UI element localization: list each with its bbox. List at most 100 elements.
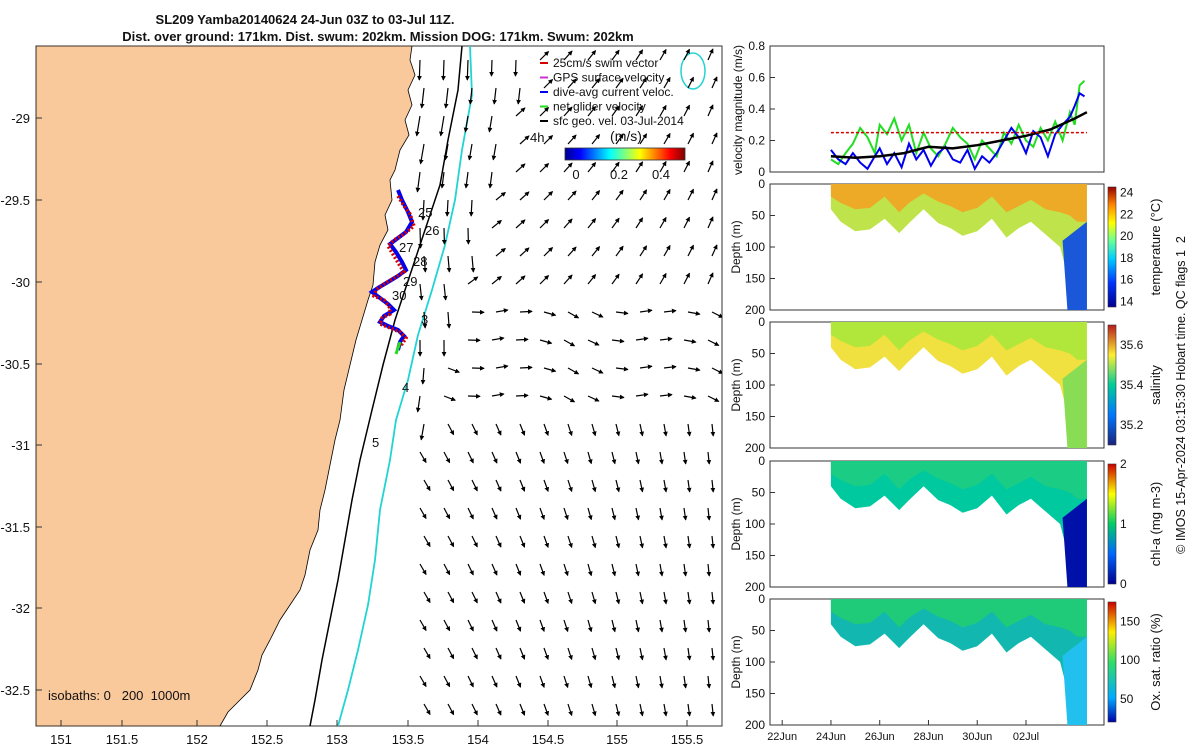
current-vector — [611, 451, 617, 465]
depth-tick-label: 200 — [745, 580, 765, 594]
current-vector — [495, 479, 502, 492]
current-vector — [539, 395, 553, 401]
map-y-tick-label: -30 — [11, 275, 30, 290]
current-vector — [591, 479, 597, 493]
current-vector — [711, 76, 718, 89]
current-vector — [587, 218, 597, 229]
current-vector — [495, 423, 502, 436]
depth-tick-label: 200 — [745, 718, 765, 732]
current-vector — [706, 451, 712, 465]
glider-track — [368, 189, 417, 355]
current-vector — [443, 143, 449, 161]
current-vector — [563, 395, 576, 403]
current-vector — [615, 245, 624, 257]
current-vector — [463, 115, 469, 133]
current-vector — [543, 246, 554, 257]
current-vector — [635, 161, 644, 173]
current-vector — [495, 591, 502, 604]
colorbar-tick-label: 14 — [1120, 295, 1134, 309]
current-vector — [563, 106, 573, 117]
time-tick-label: 28Jun — [913, 731, 943, 743]
time-tick-label: 22Jun — [767, 731, 797, 743]
current-vector — [447, 423, 455, 436]
current-vector — [543, 479, 549, 493]
current-vector — [539, 162, 550, 173]
current-vector — [563, 162, 573, 173]
current-vector — [663, 535, 668, 549]
current-vector — [707, 272, 714, 285]
current-vector — [707, 339, 720, 346]
current-vector — [687, 311, 701, 316]
eddy-contour — [680, 52, 706, 90]
current-vector — [736, 704, 737, 716]
section-surface-layer — [830, 461, 1087, 499]
current-vector — [515, 163, 526, 173]
current-vector — [539, 619, 545, 633]
map-x-tick-label: 153.5 — [392, 732, 425, 747]
legend-label: net glider velocity — [553, 100, 646, 114]
current-vector — [659, 392, 673, 398]
legend-label: sfc geo. vel. 03-Jul-2014 — [553, 114, 684, 128]
current-vector — [711, 188, 718, 201]
current-vector — [710, 535, 716, 549]
current-vector — [519, 191, 530, 201]
current-vector — [611, 161, 620, 173]
current-vector — [447, 479, 455, 492]
current-vector — [711, 132, 718, 145]
section-deep-water — [1062, 498, 1087, 587]
map-x-tick-label: 154.5 — [532, 732, 565, 747]
colorbar-tick-label: 35.4 — [1120, 378, 1144, 392]
current-vector — [420, 199, 426, 221]
current-vector — [659, 272, 667, 285]
depth-tick-label: 0 — [758, 592, 765, 606]
current-vector — [615, 647, 621, 661]
series-line-net-glider-velocity — [830, 79, 1086, 166]
map-x-axis: 151 151.5 152 152.5 153 153.5 154 154.5 155 155.5 — [50, 720, 703, 747]
current-vector — [587, 274, 597, 285]
section-field — [830, 461, 1087, 587]
depth-ylabel: Depth (m) — [729, 358, 743, 411]
colorbar-tick: 0 — [572, 167, 579, 182]
current-vector — [543, 134, 554, 145]
current-vector — [539, 675, 545, 689]
colorbar-tick-label: 18 — [1120, 251, 1134, 265]
colorbar-label: salinity — [1148, 365, 1163, 405]
current-vector — [489, 59, 494, 77]
current-vector — [519, 535, 526, 548]
current-vector — [539, 451, 545, 465]
colorbar-tick-label: 35.6 — [1120, 338, 1144, 352]
current-vector — [415, 395, 421, 413]
track-net-velocity — [394, 341, 402, 355]
current-vector — [611, 394, 625, 400]
current-vector — [467, 276, 479, 285]
current-vector — [464, 171, 469, 189]
current-vector — [470, 255, 476, 273]
depth-tick-label: 0 — [758, 177, 765, 191]
depth-tick-label: 50 — [752, 486, 766, 500]
current-vector — [539, 274, 550, 285]
current-vector — [736, 424, 737, 436]
current-vector — [539, 339, 553, 345]
section-panel-oxygen: 0 50 100 150 200 Depth (m) 50 100 150 Ox. sat. ra… — [729, 592, 1163, 732]
current-vector — [682, 619, 688, 633]
section-field — [830, 184, 1087, 310]
map-y-tick-label: -29 — [11, 111, 30, 126]
current-vector — [663, 647, 668, 661]
current-vector — [519, 479, 526, 492]
legend-label: dive-avg current veloc. — [553, 85, 674, 99]
colorbar-tick-label: 100 — [1120, 653, 1140, 667]
current-vector — [543, 367, 557, 373]
current-vector — [423, 479, 431, 492]
current-vector — [471, 647, 478, 660]
current-vector — [615, 189, 624, 201]
current-vector — [639, 647, 645, 661]
current-vector — [491, 336, 505, 342]
current-vector — [513, 59, 518, 77]
colorbar-tick-label: 16 — [1120, 273, 1134, 287]
current-vector — [591, 367, 604, 374]
current-vector — [563, 50, 573, 61]
current-vector — [447, 535, 455, 548]
speed-colorbar: (m/s) 0 0.2 0.4 — [564, 128, 686, 182]
